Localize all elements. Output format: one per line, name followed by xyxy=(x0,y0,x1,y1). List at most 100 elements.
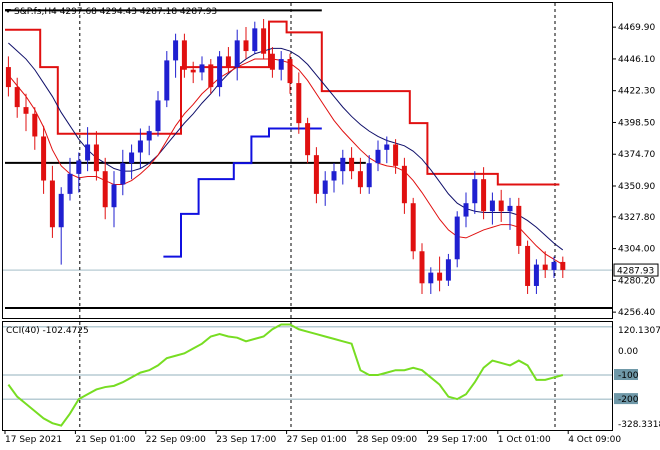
time-tick-label: 1 Oct 01:00 xyxy=(498,435,551,445)
cci-tick-label: 0.00 xyxy=(618,347,638,357)
candle[interactable] xyxy=(58,187,64,265)
candle[interactable] xyxy=(287,53,293,94)
price-tick-label: 4280.20 xyxy=(618,276,655,286)
candle[interactable] xyxy=(296,72,302,134)
time-tick-label: 4 Oct 09:00 xyxy=(568,435,621,445)
fast-moving-average[interactable] xyxy=(8,58,564,266)
price-tick-label: 4304.00 xyxy=(618,245,655,255)
candle[interactable] xyxy=(454,211,460,268)
time-tick-label: 17 Sep 2021 xyxy=(5,435,62,445)
candle[interactable] xyxy=(481,167,487,220)
candle[interactable] xyxy=(516,197,522,254)
candle[interactable] xyxy=(278,51,284,81)
candle[interactable] xyxy=(85,127,91,172)
candle[interactable] xyxy=(269,47,275,78)
candle[interactable] xyxy=(322,171,328,206)
candle[interactable] xyxy=(102,157,108,220)
support-step-line[interactable] xyxy=(163,127,322,258)
candle[interactable] xyxy=(181,33,187,78)
candle[interactable] xyxy=(525,240,531,294)
candle[interactable] xyxy=(111,171,117,228)
price-tick-label: 4350.90 xyxy=(618,182,655,192)
candle[interactable] xyxy=(419,243,425,294)
candle[interactable] xyxy=(533,259,539,294)
price-tick-label: 4398.50 xyxy=(618,118,655,128)
candle[interactable] xyxy=(252,21,258,54)
candle[interactable] xyxy=(32,107,38,150)
candle[interactable] xyxy=(560,256,566,278)
candle[interactable] xyxy=(67,157,73,201)
candle[interactable] xyxy=(234,29,240,81)
current-price-tag xyxy=(613,263,659,277)
candle[interactable] xyxy=(542,251,548,278)
time-tick-label: 21 Sep 01:00 xyxy=(75,435,135,445)
candle[interactable] xyxy=(445,253,451,286)
candle[interactable] xyxy=(129,144,135,180)
candle[interactable] xyxy=(93,131,99,181)
time-tick-label: 22 Sep 09:00 xyxy=(146,435,206,445)
price-tick-label: 4374.70 xyxy=(618,150,655,160)
candle[interactable] xyxy=(428,267,434,294)
candle[interactable] xyxy=(401,157,407,214)
candle[interactable] xyxy=(472,171,478,214)
candle[interactable] xyxy=(331,163,337,193)
candle[interactable] xyxy=(410,197,416,260)
price-pane[interactable] xyxy=(2,2,613,319)
price-tick-label: 4327.80 xyxy=(618,213,655,223)
candle[interactable] xyxy=(23,93,29,132)
candle[interactable] xyxy=(76,152,82,193)
candle[interactable] xyxy=(173,33,179,78)
candle[interactable] xyxy=(208,59,214,94)
candle[interactable] xyxy=(120,149,126,196)
candle[interactable] xyxy=(49,165,55,238)
candle[interactable] xyxy=(463,192,469,228)
candle[interactable] xyxy=(305,117,311,164)
cci-pane[interactable] xyxy=(2,321,613,431)
candle[interactable] xyxy=(384,136,390,164)
price-tick-label: 4422.30 xyxy=(618,87,655,97)
slow-moving-average[interactable] xyxy=(8,42,564,251)
candle[interactable] xyxy=(14,77,20,118)
cci-label: CCI(40) -102.4725 xyxy=(6,326,89,336)
cci-line[interactable] xyxy=(7,323,564,427)
candle[interactable] xyxy=(5,56,11,97)
candle[interactable] xyxy=(437,256,443,292)
price-tick-label: 4256.40 xyxy=(618,308,655,318)
cci-tick-label: 120.1307 xyxy=(618,326,660,336)
candle[interactable] xyxy=(41,125,47,194)
candle[interactable] xyxy=(393,139,399,174)
candle[interactable] xyxy=(146,125,152,156)
candle[interactable] xyxy=(313,147,319,204)
price-tick-label: 4469.90 xyxy=(618,23,655,33)
candle[interactable] xyxy=(261,19,267,60)
candle[interactable] xyxy=(489,192,495,225)
candle[interactable] xyxy=(217,51,223,97)
time-tick-label: 28 Sep 09:00 xyxy=(357,435,417,445)
candle[interactable] xyxy=(507,197,513,230)
candle[interactable] xyxy=(375,140,381,172)
cci-tick-label: -100 xyxy=(618,371,639,381)
cci-tick-label: -328.3318 xyxy=(618,420,660,430)
triangle-down-icon[interactable] xyxy=(5,9,11,13)
candle[interactable] xyxy=(190,61,196,84)
time-tick-label: 23 Sep 17:00 xyxy=(216,435,276,445)
current-price-label: 4287.93 xyxy=(617,267,654,277)
symbol-info: S&P.fs,H4 4297.68 4294.43 4287.18 4287.9… xyxy=(14,7,217,17)
time-tick-label: 29 Sep 17:00 xyxy=(427,435,487,445)
price-tick-label: 4446.10 xyxy=(618,55,655,65)
candle[interactable] xyxy=(199,56,205,81)
candle[interactable] xyxy=(551,256,557,278)
candle[interactable] xyxy=(357,157,363,194)
candle[interactable] xyxy=(164,51,170,108)
candle[interactable] xyxy=(366,155,372,194)
candle[interactable] xyxy=(225,47,231,73)
candle[interactable] xyxy=(243,27,249,60)
time-tick-label: 27 Sep 01:00 xyxy=(287,435,347,445)
candle[interactable] xyxy=(340,149,346,185)
candle[interactable] xyxy=(155,91,161,137)
candle[interactable] xyxy=(349,147,355,180)
candle[interactable] xyxy=(498,189,504,222)
cci-tick-label: -200 xyxy=(618,395,639,405)
candle[interactable] xyxy=(137,128,143,169)
